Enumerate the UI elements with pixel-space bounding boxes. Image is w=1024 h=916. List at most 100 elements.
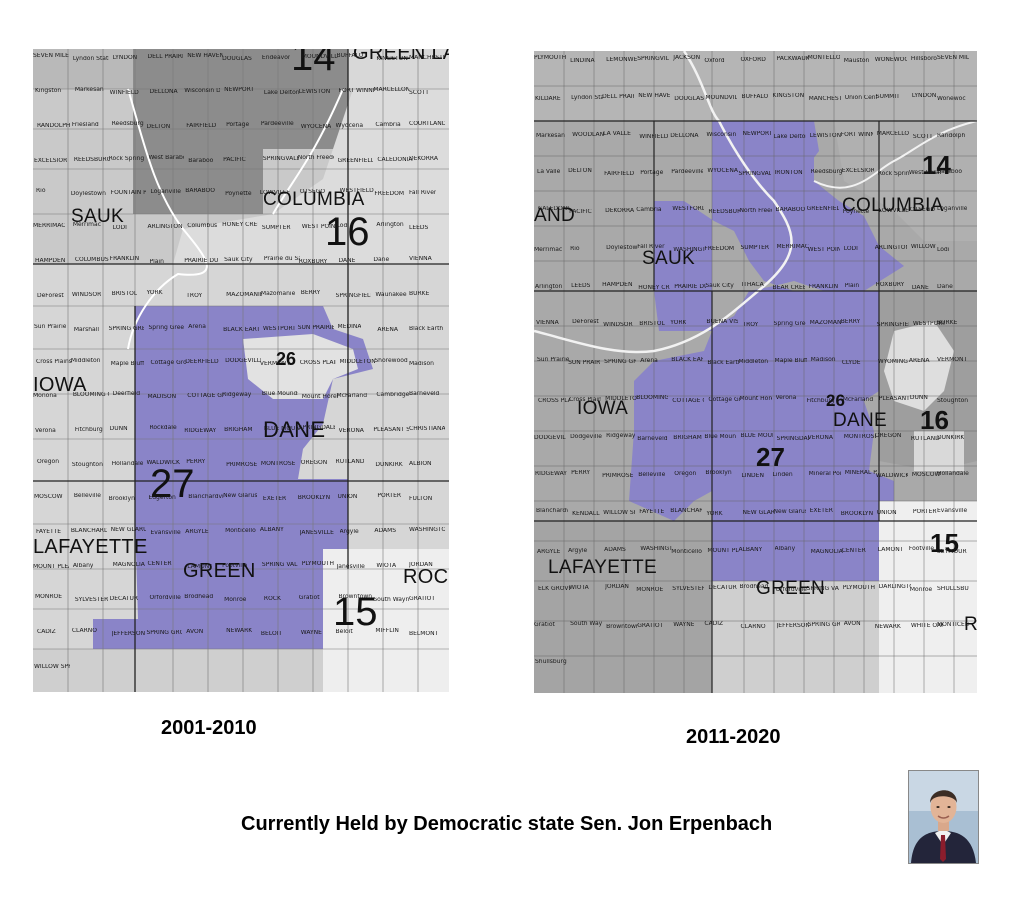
town-label: IRONTON: [774, 170, 803, 177]
town-label: Maple Bluff: [774, 358, 807, 365]
town-label: CENTER: [147, 560, 172, 567]
town-label: Baraboo: [937, 169, 963, 176]
town-label: BEAR CREEK: [772, 284, 805, 291]
town-label: Doylestown: [70, 191, 106, 198]
town-label: Reedsburg: [111, 120, 144, 127]
town-label: LODI: [843, 245, 858, 252]
town-label: Loganville: [150, 189, 181, 196]
town-label: PACIFIC: [223, 156, 246, 163]
town-label: New Glarus: [773, 509, 806, 516]
town-label: BURKE: [937, 320, 958, 327]
town-label: GREENFIELD: [337, 157, 374, 164]
town-label: Evansville: [150, 529, 181, 536]
town-label: South Wayne: [373, 597, 410, 604]
town-label: Edgerton: [148, 494, 176, 501]
town-label: MARCELLON: [373, 86, 410, 93]
town-label: WYOCENA: [300, 123, 332, 130]
town-label: SPRING GROVE: [807, 622, 840, 629]
town-label: North Freedom: [739, 208, 771, 215]
town-label: BUENA VISTA: [706, 319, 739, 326]
town-label: West Baraboo: [908, 170, 941, 177]
town-label: WHITE OAK SPRINGS: [910, 623, 943, 630]
town-label: SUMPTER: [261, 225, 291, 232]
town-label: Sauk City: [705, 282, 734, 289]
town-label: HONEY CREEK: [222, 222, 258, 229]
town-label: ADAMS: [604, 546, 626, 553]
town-label: WALDWICK: [875, 473, 908, 480]
town-label: Lodi: [937, 246, 950, 253]
town-label: Union Center: [844, 94, 877, 101]
district-number-16: 16: [325, 210, 370, 254]
town-label: Arlington: [535, 283, 563, 290]
town-label: LEWISTON: [809, 132, 842, 139]
town-label: MOSCOW: [911, 472, 941, 479]
town-label: TROY: [742, 322, 759, 329]
town-label: Baraboo: [188, 157, 214, 164]
town-label: WINDSOR: [603, 322, 633, 329]
town-label: Oregon: [37, 459, 60, 466]
town-label: Brodhead: [739, 583, 769, 590]
town-label: MONTELLO: [807, 55, 840, 61]
town-label: Monticello: [225, 527, 256, 534]
town-label: Plain: [844, 282, 860, 289]
town-label: NEW GLARUS: [110, 526, 147, 533]
town-label: WESTPORT: [912, 321, 945, 328]
town-label: BUFFALO: [336, 53, 364, 59]
town-label: SPRINGVILLE: [637, 56, 669, 62]
town-label: Marshall: [73, 326, 100, 333]
town-label: Dane: [373, 257, 390, 264]
town-label: YORK: [670, 320, 687, 327]
town-label: ARLINGTON: [874, 244, 907, 251]
town-label: Barneveld: [409, 391, 440, 398]
town-label: MIDDLETON: [339, 358, 376, 365]
town-label: JEFFERSON: [776, 623, 809, 630]
town-label: YORK: [146, 289, 163, 296]
town-label: ARGYLE: [537, 548, 561, 555]
town-label: Rio: [36, 188, 46, 195]
town-label: MERRIMAC: [33, 223, 66, 230]
town-label: Black Earth: [707, 360, 740, 367]
town-label: FAIRFIELD: [186, 122, 217, 129]
town-label: Brooklyn: [705, 470, 732, 477]
town-label: PERRY: [186, 459, 206, 466]
town-label: Black Earth: [409, 325, 444, 332]
town-label: SEYMOUR: [937, 548, 967, 555]
town-label: SPRING GREEN: [604, 359, 637, 366]
town-label: Prairie du Sac: [263, 256, 300, 263]
town-label: SUMMIT: [875, 93, 900, 100]
town-label: LINDEN: [741, 473, 764, 480]
town-label: WESTPORT: [262, 325, 296, 332]
town-label: VERONA: [807, 434, 833, 441]
town-label: CLYDE: [841, 360, 861, 367]
town-label: PRIMROSE: [602, 473, 634, 480]
town-label: Brooklyn: [108, 495, 135, 502]
town-label: BRIGHAM: [673, 434, 702, 441]
town-label: RIDGEWAY: [184, 428, 217, 435]
town-label: OREGON: [300, 460, 328, 467]
town-label: Fitchburg: [74, 427, 103, 434]
town-label: Blanchardville: [188, 493, 224, 500]
portrait-icon: [909, 771, 978, 863]
town-label: LYNDON: [112, 55, 138, 61]
town-label: MEDINA: [337, 323, 362, 330]
town-label: Barneveld: [637, 435, 668, 442]
town-label: North Freedom: [297, 154, 334, 161]
town-label: Lyndon Station: [72, 56, 109, 62]
period-label-left: 2001-2010: [161, 717, 257, 739]
town-label: Albany: [774, 545, 796, 552]
town-label: DUNKIRK: [375, 462, 403, 469]
town-label: VIENNA: [409, 256, 432, 263]
town-label: WEST POINT: [301, 224, 338, 231]
town-label: BLACK EARTH: [671, 357, 704, 364]
town-label: DEKORRA: [605, 208, 635, 215]
county-label-iowa: IOWA: [33, 374, 87, 396]
town-label: WALDWICK: [146, 460, 180, 467]
town-label: MOUNDVILLE: [705, 94, 738, 101]
senator-portrait-image: [908, 770, 979, 864]
town-label: PLYMOUTH: [842, 584, 875, 591]
town-label: UNION: [876, 510, 897, 517]
town-label: Footville: [908, 545, 935, 552]
town-label: LODI: [112, 225, 127, 232]
town-label: Merrimac: [534, 246, 563, 253]
district-number-15: 15: [333, 590, 378, 634]
